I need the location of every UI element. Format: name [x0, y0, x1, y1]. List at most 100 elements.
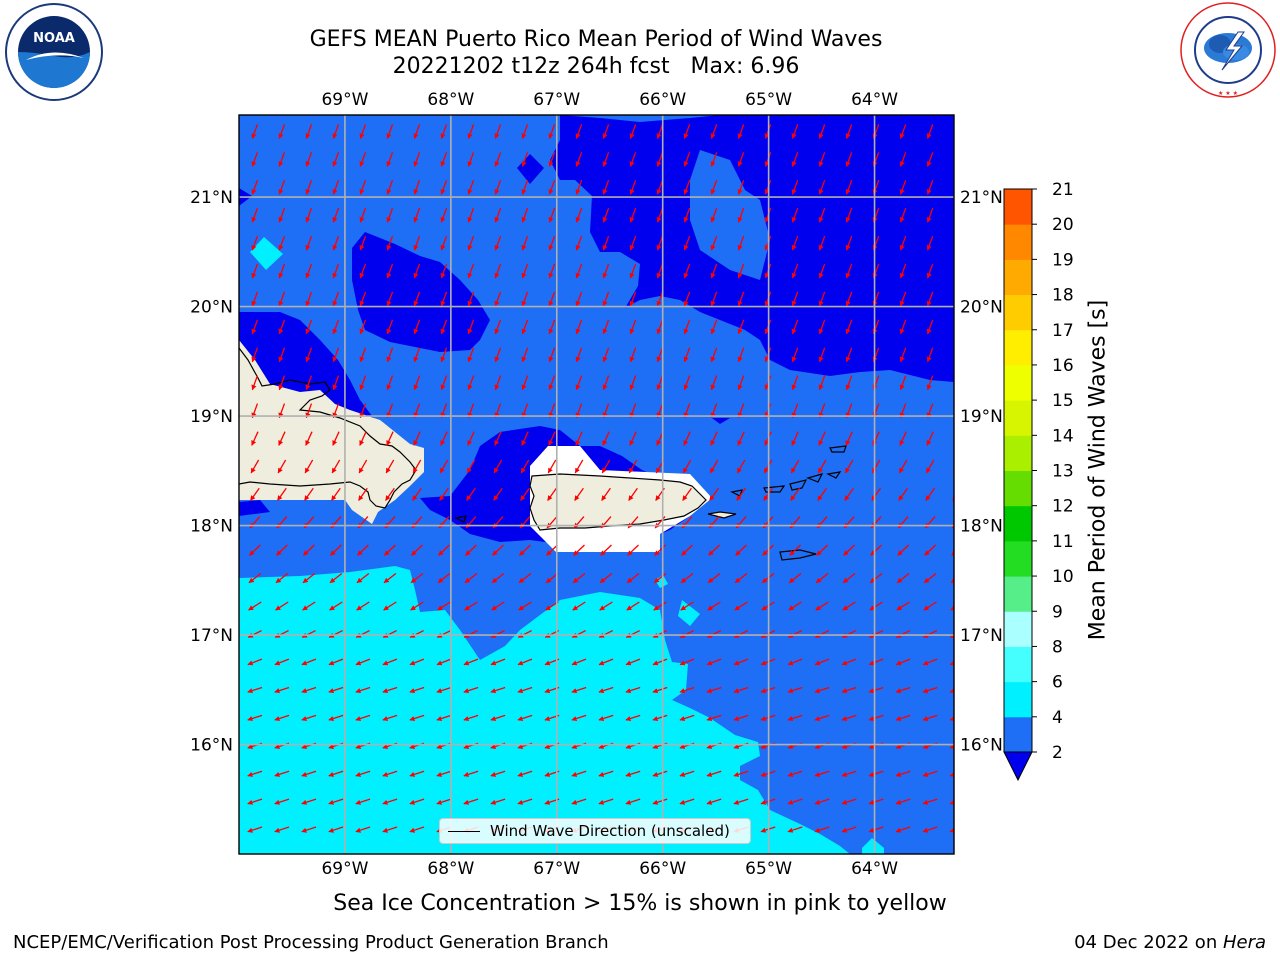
- graticule: [239, 115, 954, 854]
- colorbar-segment: [1004, 470, 1032, 507]
- wave-direction-arrow: [870, 544, 883, 556]
- wave-direction-arrow: [629, 347, 637, 363]
- wave-direction-arrow: [409, 770, 425, 777]
- wave-direction-arrow: [652, 770, 668, 777]
- wave-direction-arrow: [251, 319, 259, 335]
- island: [779, 549, 817, 561]
- wave-direction-arrow: [277, 487, 287, 501]
- wave-direction-arrow: [494, 431, 502, 446]
- wave-direction-arrow: [953, 216, 954, 223]
- wave-direction-arrow: [382, 686, 398, 694]
- wave-direction-arrow: [922, 686, 938, 694]
- wave-direction-arrow: [517, 714, 533, 722]
- wave-direction-arrow: [278, 207, 286, 223]
- colorbar-title: Mean Period of Wind Waves [s]: [1085, 299, 1111, 641]
- wave-direction-arrow: [922, 826, 938, 833]
- colorbar-tick-label: 20: [1052, 215, 1074, 235]
- wave-direction-arrow: [656, 263, 664, 279]
- wave-direction-arrow: [248, 544, 261, 556]
- wave-direction-arrow: [843, 544, 856, 556]
- wave-direction-arrow: [440, 375, 448, 391]
- wave-direction-arrow: [467, 347, 475, 363]
- wave-direction-arrow: [413, 263, 421, 279]
- wave-direction-arrow: [656, 207, 664, 223]
- wave-direction-arrow: [467, 263, 475, 279]
- wave-direction-arrow: [868, 686, 884, 694]
- wave-direction-arrow: [465, 544, 477, 556]
- wave-direction-arrow: [412, 487, 422, 501]
- wave-direction-arrow: [818, 431, 826, 446]
- island: [789, 479, 808, 491]
- wave-direction-arrow: [599, 572, 613, 584]
- wave-direction-arrow: [467, 152, 475, 167]
- wave-direction-arrow: [926, 263, 934, 279]
- wave-direction-arrow: [733, 629, 749, 638]
- wave-direction-arrow: [602, 152, 610, 167]
- wave-direction-arrow: [923, 601, 937, 611]
- lat-tick-label: 21°N: [190, 188, 233, 208]
- wave-direction-arrow: [278, 263, 286, 279]
- wave-direction-arrow: [440, 152, 448, 167]
- wave-direction-arrow: [710, 347, 718, 363]
- wave-direction-arrow: [896, 601, 910, 611]
- wave-direction-arrow: [625, 798, 641, 805]
- wave-direction-arrow: [708, 544, 720, 556]
- colorbar-tick-label: 10: [1052, 567, 1074, 587]
- wave-direction-arrow: [438, 544, 450, 556]
- wave-direction-arrow: [413, 375, 421, 391]
- wave-direction-arrow: [922, 658, 938, 666]
- wave-direction-arrow: [787, 714, 803, 722]
- wave-direction-arrow: [599, 855, 613, 860]
- wave-direction-arrow: [517, 770, 533, 777]
- wave-direction-arrow: [463, 714, 479, 722]
- wave-direction-arrow: [301, 658, 317, 666]
- wave-direction-arrow: [926, 291, 934, 307]
- wave-direction-arrow: [710, 235, 718, 251]
- wave-direction-arrow: [275, 601, 289, 611]
- lon-tick-label: 66°W: [639, 90, 686, 110]
- wave-direction-arrow: [575, 124, 583, 139]
- wave-direction-arrow: [602, 319, 610, 335]
- wave-direction-arrow: [683, 124, 691, 139]
- wave-direction-arrow: [386, 207, 394, 223]
- wave-direction-arrow: [436, 770, 452, 777]
- colorbar-segment: [1004, 576, 1032, 612]
- wave-direction-arrow: [383, 572, 397, 584]
- wave-direction-arrow: [548, 375, 556, 391]
- legend: Wind Wave Direction (unscaled): [439, 818, 751, 844]
- wave-direction-arrow: [625, 770, 641, 777]
- wave-direction-arrow: [845, 207, 853, 223]
- wave-direction-arrow: [845, 152, 853, 167]
- wave-direction-arrow: [521, 375, 529, 391]
- wave-direction-arrow: [436, 798, 452, 805]
- wave-direction-arrow: [251, 263, 259, 279]
- wave-direction-arrow: [247, 629, 262, 638]
- wave-direction-arrow: [656, 179, 664, 195]
- wave-direction-arrow: [491, 855, 505, 860]
- wave-direction-arrow: [842, 572, 856, 584]
- wave-direction-arrow: [679, 629, 695, 638]
- wave-direction-arrow: [598, 629, 614, 638]
- wave-direction-arrow: [625, 686, 641, 694]
- wave-direction-arrow: [359, 207, 367, 223]
- colorbar-segment: [1004, 329, 1032, 366]
- wave-direction-arrow: [818, 124, 826, 139]
- wave-direction-arrow: [439, 487, 449, 501]
- wave-direction-arrow: [328, 826, 344, 833]
- wave-direction-arrow: [923, 629, 938, 638]
- wave-direction-arrow: [895, 658, 911, 666]
- lat-tick-label: 19°N: [960, 407, 1003, 427]
- wave-direction-arrow: [787, 658, 803, 666]
- wave-direction-arrow: [575, 431, 583, 446]
- colorbar-tick-label: 8: [1052, 637, 1063, 657]
- wave-direction-arrow: [278, 235, 286, 251]
- wave-direction-arrow: [328, 629, 343, 638]
- wave-direction-arrow: [814, 686, 830, 694]
- wave-direction-arrow: [413, 152, 421, 167]
- wave-direction-arrow: [571, 658, 587, 666]
- wave-direction-arrow: [547, 487, 557, 501]
- wave-direction-arrow: [247, 798, 263, 805]
- wave-direction-arrow: [629, 375, 637, 391]
- wave-direction-arrow: [788, 572, 802, 584]
- wave-direction-arrow: [923, 855, 937, 860]
